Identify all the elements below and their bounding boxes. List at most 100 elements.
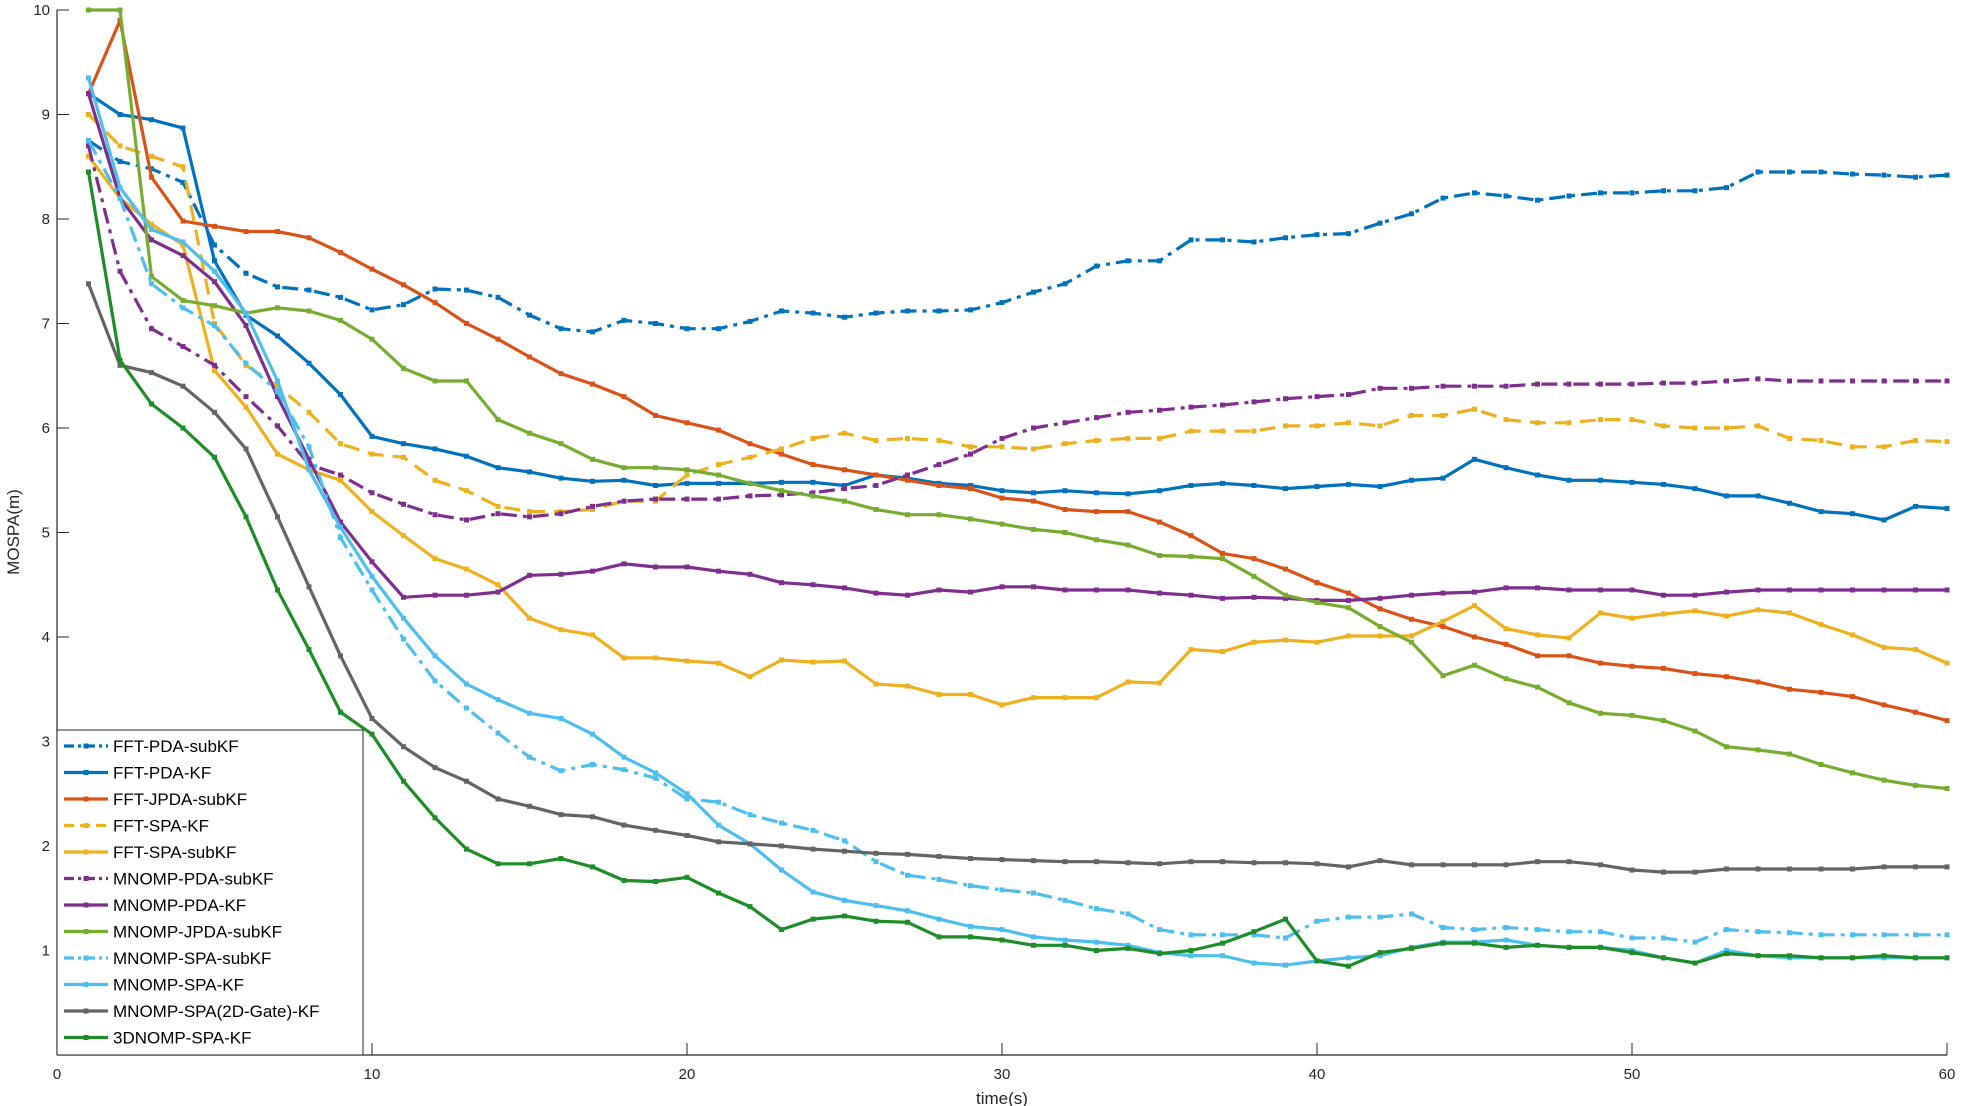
data-point (1031, 526, 1036, 532)
data-point (684, 791, 690, 797)
legend-item: MNOMP-JPDA-subKF (64, 923, 282, 942)
data-point (1503, 862, 1509, 868)
data-point (1157, 951, 1162, 957)
data-point (1944, 378, 1950, 384)
data-point (1818, 587, 1824, 593)
data-point (1503, 944, 1509, 950)
data-point (117, 159, 123, 165)
data-point (684, 467, 690, 473)
data-point (149, 401, 154, 407)
data-point (1062, 695, 1068, 701)
legend-marker (83, 1008, 89, 1014)
data-point (1031, 858, 1036, 864)
data-point (653, 412, 658, 418)
legend-marker (83, 982, 89, 987)
data-point (495, 417, 501, 423)
data-point (1692, 869, 1698, 875)
data-point (779, 492, 784, 498)
data-point (338, 441, 343, 447)
data-point (1409, 911, 1414, 917)
data-point (1377, 220, 1383, 226)
data-point (1724, 674, 1729, 680)
data-point (306, 462, 312, 468)
data-point (905, 512, 910, 518)
data-point (432, 556, 438, 562)
data-point (1125, 258, 1131, 264)
data-point (149, 174, 154, 180)
data-point (747, 480, 753, 486)
data-point (1724, 185, 1729, 191)
data-point (149, 281, 154, 287)
data-point (1881, 444, 1887, 450)
data-point (1944, 172, 1950, 178)
series-mnomp-spa-2d-gate-kf (86, 281, 1950, 875)
data-point (180, 218, 186, 224)
data-point (495, 503, 501, 509)
data-point (1188, 859, 1194, 865)
data-point (1724, 866, 1729, 872)
data-point (495, 294, 501, 300)
x-tick-label: 20 (679, 1066, 696, 1083)
data-point (1188, 932, 1194, 938)
data-point (1283, 566, 1288, 572)
data-point (180, 305, 186, 311)
data-point (401, 744, 406, 750)
data-point (1094, 948, 1099, 953)
data-point (810, 310, 816, 316)
data-point (1755, 953, 1761, 959)
data-point (1535, 632, 1540, 638)
data-point (621, 767, 627, 773)
data-point (1062, 942, 1068, 948)
data-point (1251, 639, 1257, 645)
data-point (1377, 624, 1383, 630)
data-point (180, 383, 186, 389)
data-point (1188, 428, 1194, 434)
data-point (1062, 441, 1068, 447)
data-point (180, 125, 186, 131)
data-point (1188, 953, 1194, 959)
data-point (401, 365, 406, 371)
data-point (1755, 376, 1761, 382)
data-point (999, 488, 1005, 494)
data-point (306, 308, 312, 314)
data-point (1598, 587, 1603, 593)
data-point (747, 904, 753, 910)
data-point (401, 778, 406, 784)
data-point (495, 697, 501, 703)
data-point (275, 514, 280, 520)
data-point (936, 462, 942, 468)
data-point (1125, 942, 1131, 948)
data-point (275, 378, 280, 384)
data-point (1220, 556, 1225, 562)
data-point (1724, 493, 1729, 499)
data-point (1251, 929, 1257, 935)
data-point (1850, 444, 1855, 450)
data-point (1787, 587, 1792, 593)
data-point (653, 321, 658, 326)
legend-item: MNOMP-SPA-subKF (64, 949, 271, 968)
data-point (338, 249, 343, 255)
data-point (1787, 751, 1792, 757)
data-point (1472, 190, 1477, 196)
data-point (684, 326, 690, 332)
data-point (464, 453, 469, 459)
data-point (999, 702, 1005, 708)
data-point (1251, 482, 1257, 488)
series-line (86, 145, 1947, 522)
data-point (401, 533, 406, 539)
data-point (1692, 671, 1698, 677)
data-point (1881, 702, 1887, 708)
y-tick-label: 8 (42, 211, 50, 228)
data-point (243, 270, 249, 276)
data-point (1629, 417, 1635, 423)
x-axis-label: time(s) (976, 1089, 1028, 1106)
data-point (306, 584, 312, 590)
data-point (1157, 927, 1162, 933)
data-point (1062, 859, 1068, 865)
data-point (716, 472, 721, 478)
data-point (810, 479, 816, 485)
series-fft-spa-kf (86, 112, 1950, 515)
data-point (1818, 378, 1824, 384)
data-point (1188, 647, 1194, 653)
data-point (1724, 948, 1729, 953)
